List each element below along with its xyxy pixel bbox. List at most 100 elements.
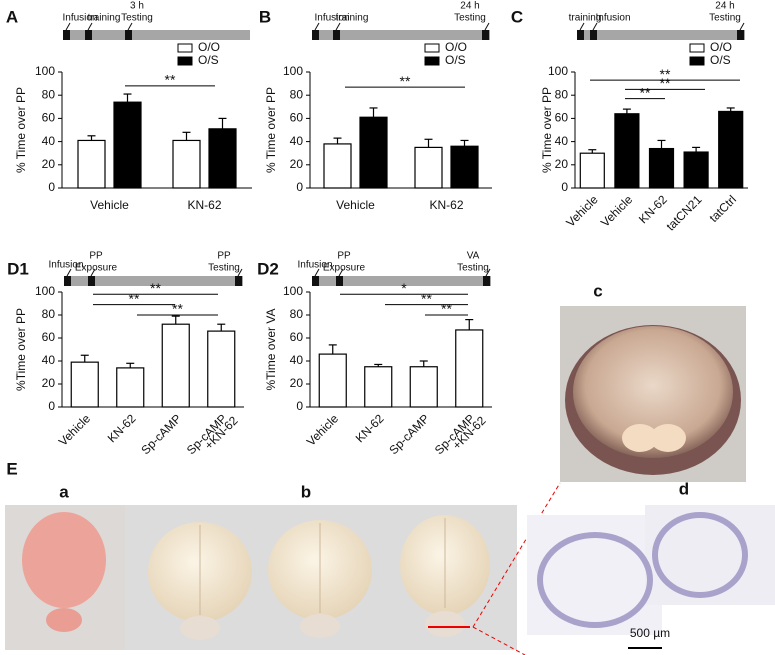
x-tick-label: Vehicle — [304, 411, 341, 448]
timeline-pointer — [579, 22, 585, 31]
y-tick-label: 80 — [555, 87, 569, 101]
legend-label: O/S — [710, 53, 731, 67]
y-tick-label: 20 — [42, 376, 56, 390]
x-tick-label: KN-62 — [353, 411, 387, 445]
y-tick-label: 20 — [290, 157, 304, 171]
bar — [409, 366, 438, 408]
timeline — [66, 30, 250, 40]
timeline-mark — [482, 30, 489, 40]
panel-label: b — [301, 482, 311, 501]
x-tick-label: Vehicle — [336, 198, 375, 212]
timeline-label: Infusion — [595, 13, 630, 24]
y-tick-label: 80 — [42, 87, 56, 101]
bar — [113, 101, 142, 189]
timeline-pointer — [485, 268, 491, 277]
y-tick-label: 100 — [35, 284, 55, 298]
timeline-mark — [235, 276, 242, 286]
y-tick-label: 80 — [290, 307, 304, 321]
x-tick-label: tatCN21 — [663, 192, 704, 233]
y-tick-label: 100 — [283, 64, 303, 78]
bar — [172, 139, 201, 189]
x-tick-label: KN-62 — [429, 198, 463, 212]
bar — [318, 353, 347, 408]
bar — [70, 361, 99, 408]
x-tick-label: KN-62 — [105, 411, 139, 445]
panel-label: A — [6, 7, 18, 26]
x-tick-label: Sp-cAMP — [138, 411, 184, 457]
timeline-label: Infusion — [48, 260, 83, 271]
timeline-pointer — [338, 268, 344, 277]
y-tick-label: 0 — [48, 180, 55, 194]
y-tick-label: 20 — [290, 376, 304, 390]
y-tick-label: 60 — [290, 330, 304, 344]
callout-line — [472, 482, 561, 628]
timeline — [578, 30, 745, 40]
timeline-pointer — [314, 22, 320, 31]
y-tick-label: 100 — [548, 64, 568, 78]
bar — [718, 110, 744, 189]
timeline-label: Testing — [457, 263, 489, 274]
callout-line — [472, 626, 526, 655]
y-tick-label: 80 — [290, 87, 304, 101]
y-tick-label: 60 — [42, 111, 56, 125]
y-tick-label: 0 — [561, 180, 568, 194]
timeline-label: VA — [467, 251, 480, 262]
timeline-mark — [125, 30, 132, 40]
legend-swatch — [177, 56, 193, 66]
y-tick-label: 40 — [290, 353, 304, 367]
panel-label: d — [679, 479, 689, 498]
y-tick-label: 60 — [290, 111, 304, 125]
timeline-label: Infusion — [62, 13, 97, 24]
panel-label: D1 — [7, 259, 29, 278]
timeline-label: 24 h — [715, 1, 734, 12]
legend-label: O/O — [198, 40, 220, 54]
significance-label: ** — [441, 301, 452, 317]
legend-label: O/O — [445, 40, 467, 54]
significance-label: * — [401, 280, 407, 296]
y-tick-label: 60 — [42, 330, 56, 344]
timeline-pointer — [237, 268, 243, 277]
bar — [614, 113, 640, 189]
timeline-label: Exposure — [323, 263, 366, 274]
timeline-mark — [64, 276, 71, 286]
bar — [414, 146, 443, 189]
timeline-pointer — [66, 268, 72, 277]
timeline-label: 24 h — [460, 1, 479, 12]
timeline-pointer — [87, 22, 93, 31]
timeline-label: 3 h — [130, 1, 144, 12]
timeline-mark — [88, 276, 95, 286]
bar — [116, 367, 145, 408]
y-tick-label: 80 — [42, 307, 56, 321]
timeline-mark — [483, 276, 490, 286]
photo-shape — [622, 424, 658, 452]
timeline-pointer — [739, 22, 745, 31]
significance-label: ** — [400, 73, 411, 89]
bar — [648, 147, 675, 189]
timeline-mark — [737, 30, 744, 40]
legend-swatch — [424, 43, 440, 53]
bar — [364, 366, 393, 408]
timeline-mark — [333, 30, 340, 40]
legend-swatch — [177, 43, 193, 53]
timeline-label: PP — [337, 251, 351, 262]
timeline-label: training — [88, 13, 121, 24]
timeline-pointer — [592, 22, 598, 31]
timeline-label: Testing — [208, 263, 240, 274]
panel-label: D2 — [257, 259, 279, 278]
panel-label: c — [593, 281, 602, 300]
panel-label: a — [59, 482, 69, 501]
x-tick-label: Vehicle — [56, 411, 93, 448]
histology — [652, 512, 748, 598]
timeline-mark — [312, 276, 319, 286]
significance-label: ** — [165, 72, 176, 88]
timeline-pointer — [484, 22, 490, 31]
photo-shape — [650, 424, 686, 452]
y-tick-label: 40 — [42, 353, 56, 367]
timeline-pointer — [65, 22, 71, 31]
legend-swatch — [689, 56, 705, 66]
timeline-label: PP — [217, 251, 231, 262]
y-tick-label: 100 — [35, 64, 55, 78]
timeline-mark — [590, 30, 597, 40]
timeline — [312, 30, 490, 40]
timeline-mark — [312, 30, 319, 40]
